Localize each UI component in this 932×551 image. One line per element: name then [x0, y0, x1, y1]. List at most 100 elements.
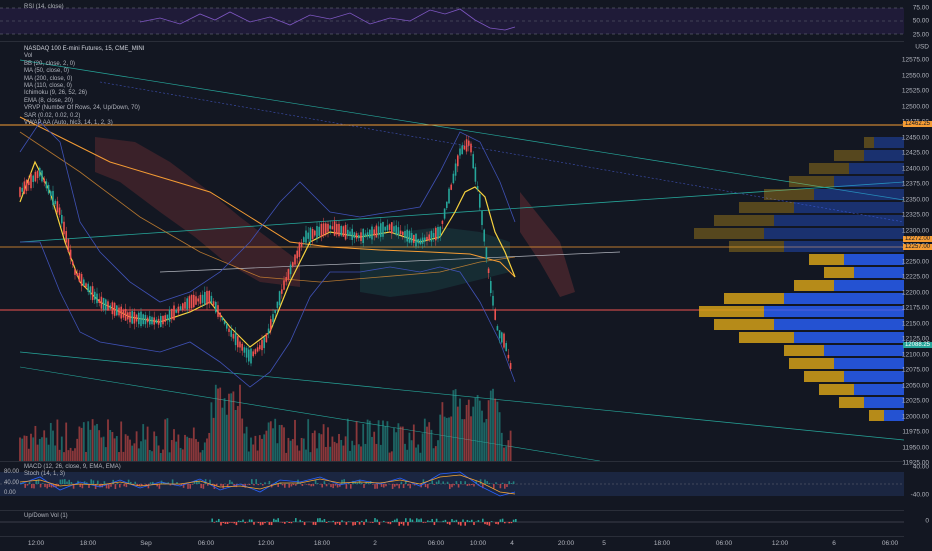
indicator-ma50[interactable]: MA (50, close, 0) [24, 68, 144, 75]
macd-histogram-bar [258, 484, 260, 485]
volume-bar [409, 433, 411, 461]
indicator-vrvp[interactable]: VRVP (Number Of Rows, 24, Up/Down, 70) [24, 105, 144, 112]
volume-bar [228, 394, 230, 461]
volume-profile-down [824, 267, 854, 278]
candle-body [26, 180, 28, 191]
macd-histogram-bar [40, 484, 42, 487]
candle-body [413, 235, 415, 243]
volume-bar [433, 448, 435, 461]
candle-body [305, 231, 307, 243]
candle-body [239, 342, 241, 348]
candle-body [206, 291, 208, 305]
candle-body [156, 320, 158, 324]
volume-bar [486, 419, 488, 461]
volume-bar [479, 401, 481, 461]
stoch-label[interactable]: Stoch (14, 1, 3) [24, 471, 121, 478]
candle-body [169, 310, 171, 322]
candle-body [439, 227, 441, 236]
volume-bar [233, 391, 235, 461]
price-tick: 12150.00 [902, 320, 929, 327]
candle-body [327, 224, 329, 232]
volume-profile-up [784, 241, 904, 252]
volume-bar [439, 415, 441, 461]
updown-legend[interactable]: Up/Down Vol (1) [24, 513, 68, 520]
indicator-ma110[interactable]: MA (110, close, 0) [24, 83, 144, 90]
indicator-vol[interactable]: Vol [24, 53, 144, 60]
indicator-ema[interactable]: EMA (8, close, 20) [24, 98, 144, 105]
macd-histogram-bar [42, 483, 44, 484]
volume-profile-down [724, 293, 784, 304]
time-axis[interactable]: 12:00 18:00 Sep 06:00 12:00 18:00 2 06:0… [0, 536, 904, 551]
volume-bar [288, 438, 290, 461]
volume-profile-down [834, 150, 864, 161]
macd-histogram-bar [187, 484, 189, 489]
candle-body [281, 289, 283, 293]
candle-body [167, 315, 169, 320]
volume-bar [340, 440, 342, 461]
symbol-title[interactable]: NASDAQ 100 E-mini Futures, 15, CME_MINI [24, 46, 144, 53]
candle-body [362, 229, 364, 243]
updown-vol-bar [284, 522, 286, 524]
updown-vol-pane[interactable]: Up/Down Vol (1) [0, 510, 904, 537]
candle-body [279, 291, 281, 305]
volume-profile-down [839, 397, 864, 408]
indicator-ma200[interactable]: MA (200, close, 0) [24, 76, 144, 83]
updown-vol-bar [394, 520, 396, 522]
candle-body [400, 231, 402, 234]
macd-histogram-bar [513, 481, 515, 484]
volume-bar [96, 424, 98, 461]
macd-histogram-bar [251, 479, 253, 484]
candle-body [340, 226, 342, 236]
candle-body [191, 295, 193, 308]
volume-bar [492, 389, 494, 461]
candle-body [422, 238, 424, 244]
volume-bar [59, 450, 61, 461]
macd-histogram-bar [196, 480, 198, 484]
updown-vol-bar [354, 522, 356, 525]
macd-histogram-bar [350, 484, 352, 489]
volume-bar [395, 432, 397, 461]
candle-body [371, 227, 373, 240]
updown-vol-bar [436, 519, 438, 522]
macd-pane[interactable]: MACD (12, 26, close, 9, EMA, EMA) Stoch … [0, 461, 904, 510]
volume-bar [202, 450, 204, 461]
candle-body [244, 347, 246, 353]
volume-bar [125, 434, 127, 461]
candle-body [369, 230, 371, 238]
macd-histogram-bar [315, 480, 317, 484]
volume-profile-down [699, 306, 764, 317]
rsi-pane[interactable]: RSI (14, close) [0, 0, 904, 40]
volume-bar [246, 427, 248, 461]
candle-body [376, 226, 378, 238]
volume-bar [362, 424, 364, 461]
indicator-vwap[interactable]: VWAP AA (Auto, hlc3, 14, 1, 2, 3) [24, 120, 144, 127]
macd-histogram-bar [363, 484, 365, 488]
indicator-bb[interactable]: BB (20, close, 2, 0) [24, 61, 144, 68]
macd-label[interactable]: MACD (12, 26, close, 9, EMA, EMA) [24, 464, 121, 471]
volume-bar [193, 428, 195, 461]
indicator-sar[interactable]: SAR (0.02, 0.02, 0.2) [24, 113, 144, 120]
candle-body [266, 333, 268, 342]
volume-profile-up [824, 345, 904, 356]
macd-histogram-bar [150, 482, 152, 484]
volume-bar [400, 427, 402, 461]
time-tick: 20:00 [558, 540, 574, 547]
macd-tick: 40.00 [913, 464, 929, 471]
updown-vol-bar [390, 522, 392, 524]
candle-body [398, 227, 400, 235]
volume-bar [92, 419, 94, 461]
indicator-ichimoku[interactable]: Ichimoku (9, 26, 52, 26) [24, 90, 144, 97]
volume-bar [189, 438, 191, 461]
main-chart-pane[interactable]: NASDAQ 100 E-mini Futures, 15, CME_MINI … [0, 41, 904, 461]
candle-body [153, 317, 155, 324]
updown-vol-bar [418, 519, 420, 522]
volume-bar [279, 425, 281, 461]
candle-body [497, 326, 499, 330]
macd-left-axis: 80.00 40.00 0.00 [4, 467, 19, 499]
volume-bar [455, 389, 457, 461]
updown-vol-bar [222, 522, 224, 523]
macd-histogram-bar [506, 484, 508, 487]
updown-vol-bar [489, 522, 491, 526]
price-axis[interactable]: USD 12575.0012550.0012525.0012500.001247… [904, 41, 932, 460]
volume-bar [237, 406, 239, 461]
